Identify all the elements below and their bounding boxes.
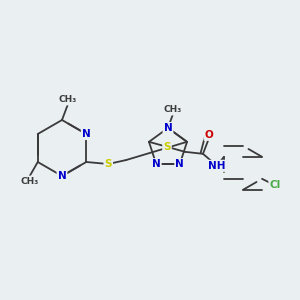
Text: CH₃: CH₃	[164, 106, 182, 115]
Text: CH₃: CH₃	[59, 95, 77, 104]
Text: N: N	[152, 159, 161, 169]
Text: O: O	[205, 130, 213, 140]
Text: S: S	[104, 159, 112, 169]
Text: N: N	[164, 123, 172, 133]
Text: CH₃: CH₃	[21, 176, 39, 185]
Text: N: N	[58, 171, 66, 181]
Text: NH: NH	[208, 161, 226, 171]
Text: S: S	[163, 142, 171, 152]
Text: Cl: Cl	[269, 180, 281, 190]
Text: N: N	[82, 129, 91, 139]
Text: N: N	[176, 159, 184, 169]
